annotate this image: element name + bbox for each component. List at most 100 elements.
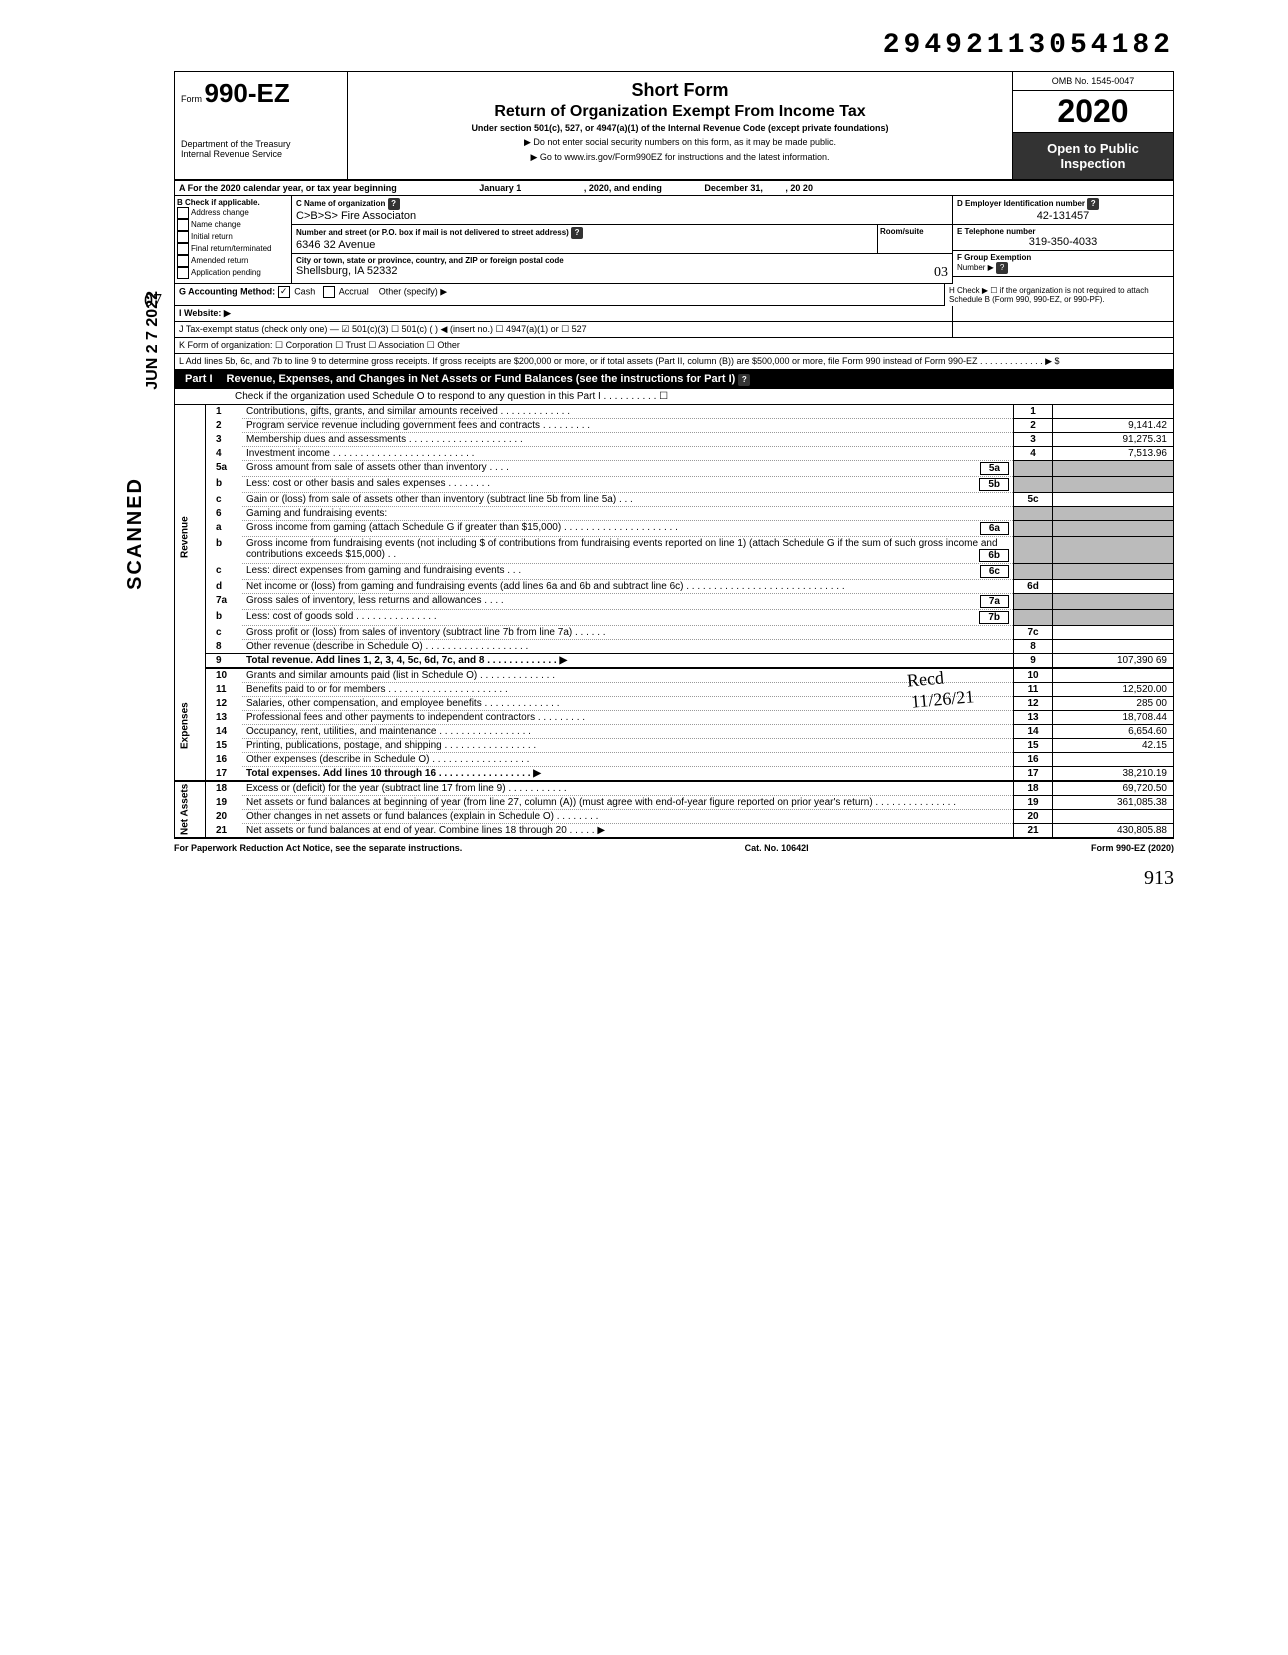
table-row: 9Total revenue. Add lines 1, 2, 3, 4, 5c… bbox=[175, 654, 1174, 669]
line-a-begin[interactable]: January 1 bbox=[479, 183, 521, 193]
line-j-row: J Tax-exempt status (check only one) — ☑… bbox=[174, 322, 1174, 338]
help-icon[interactable]: ? bbox=[738, 374, 750, 386]
line-h[interactable]: H Check ▶ ☐ if the organization is not r… bbox=[944, 284, 1173, 306]
line-k-row: K Form of organization: ☐ Corporation ☐ … bbox=[174, 338, 1174, 354]
cash-checkbox[interactable]: ✓ bbox=[278, 286, 290, 298]
line-desc: Other changes in net assets or fund bala… bbox=[242, 810, 1014, 824]
b-final[interactable]: Final return/terminated bbox=[177, 243, 289, 255]
line-num: 15 bbox=[206, 739, 243, 753]
line-j[interactable]: J Tax-exempt status (check only one) — ☑… bbox=[175, 322, 952, 337]
line-num: 12 bbox=[206, 697, 243, 711]
b-pending[interactable]: Application pending bbox=[177, 267, 289, 279]
line-value[interactable]: 9,141.42 bbox=[1053, 419, 1174, 433]
box-num: 19 bbox=[1014, 796, 1053, 810]
line-desc: Benefits paid to or for members . . . . … bbox=[242, 683, 1014, 697]
table-row: cGain or (loss) from sale of assets othe… bbox=[175, 493, 1174, 507]
line-value[interactable]: 6,654.60 bbox=[1053, 725, 1174, 739]
b-addr-change[interactable]: Address change bbox=[177, 207, 289, 219]
line-value[interactable] bbox=[1053, 580, 1174, 594]
table-row: 16Other expenses (describe in Schedule O… bbox=[175, 753, 1174, 767]
line-desc: Contributions, gifts, grants, and simila… bbox=[242, 405, 1014, 419]
table-row: 14Occupancy, rent, utilities, and mainte… bbox=[175, 725, 1174, 739]
org-city[interactable]: Shellsburg, IA 52332 bbox=[296, 265, 398, 281]
line-a-end[interactable]: December 31, bbox=[704, 183, 763, 193]
line-num: 18 bbox=[206, 781, 243, 796]
b-amended[interactable]: Amended return bbox=[177, 255, 289, 267]
line-value[interactable]: 69,720.50 bbox=[1053, 781, 1174, 796]
line-desc: Grants and similar amounts paid (list in… bbox=[242, 669, 1014, 683]
line-value[interactable]: 285 00 bbox=[1053, 697, 1174, 711]
dept-line-1: Department of the Treasury bbox=[181, 139, 341, 149]
line-value[interactable]: 42.15 bbox=[1053, 739, 1174, 753]
line-a-year[interactable]: , 20 20 bbox=[785, 183, 813, 193]
box-num: 17 bbox=[1014, 767, 1053, 782]
line-k[interactable]: K Form of organization: ☐ Corporation ☐ … bbox=[175, 338, 1173, 353]
box-shaded bbox=[1014, 537, 1053, 564]
table-row: aGross income from gaming (attach Schedu… bbox=[175, 521, 1174, 537]
line-num: 2 bbox=[206, 419, 243, 433]
line-value[interactable]: 430,805.88 bbox=[1053, 824, 1174, 839]
line-num: 14 bbox=[206, 725, 243, 739]
line-num: 6 bbox=[206, 507, 243, 521]
room-suite[interactable]: Room/suite bbox=[877, 225, 952, 253]
box-num: 9 bbox=[1014, 654, 1053, 669]
line-value[interactable] bbox=[1053, 669, 1174, 683]
section-def: D Employer Identification number ? 42-13… bbox=[953, 196, 1173, 284]
main-title: Return of Organization Exempt From Incom… bbox=[354, 103, 1006, 121]
org-name[interactable]: C>B>S> Fire Associaton bbox=[296, 210, 948, 222]
val-shaded bbox=[1053, 477, 1174, 493]
help-icon[interactable]: ? bbox=[571, 227, 583, 239]
box-num: 1 bbox=[1014, 405, 1053, 419]
accrual-checkbox[interactable] bbox=[323, 286, 335, 298]
help-icon[interactable]: ? bbox=[996, 262, 1008, 274]
b-initial[interactable]: Initial return bbox=[177, 231, 289, 243]
table-row: 21Net assets or fund balances at end of … bbox=[175, 824, 1174, 839]
line-value[interactable]: 91,275.31 bbox=[1053, 433, 1174, 447]
line-a-prefix: A For the 2020 calendar year, or tax yea… bbox=[179, 183, 397, 193]
line-value[interactable] bbox=[1053, 753, 1174, 767]
line-desc: Less: cost of goods sold . . . . . . . .… bbox=[242, 610, 1014, 626]
line-value[interactable] bbox=[1053, 626, 1174, 640]
help-icon[interactable]: ? bbox=[388, 198, 400, 210]
revenue-side-label: Revenue bbox=[175, 405, 206, 669]
inner-box: 5a bbox=[980, 462, 1009, 475]
document-number: 29492113054182 bbox=[174, 30, 1174, 61]
box-shaded bbox=[1014, 594, 1053, 610]
part1-check[interactable]: Check if the organization used Schedule … bbox=[175, 389, 1173, 404]
line-value[interactable]: 7,513.96 bbox=[1053, 447, 1174, 461]
line-desc: Gross income from fundraising events (no… bbox=[242, 537, 1014, 564]
inner-box: 6a bbox=[980, 522, 1009, 535]
inner-box: 5b bbox=[979, 478, 1009, 491]
line-value[interactable] bbox=[1053, 640, 1174, 654]
line-value[interactable] bbox=[1053, 405, 1174, 419]
org-address[interactable]: 6346 32 Avenue bbox=[296, 239, 873, 251]
val-shaded bbox=[1053, 461, 1174, 477]
line-value[interactable]: 38,210.19 bbox=[1053, 767, 1174, 782]
box-num: 8 bbox=[1014, 640, 1053, 654]
telephone[interactable]: 319-350-4033 bbox=[957, 236, 1169, 248]
line-value[interactable]: 12,520.00 bbox=[1053, 683, 1174, 697]
ein[interactable]: 42-131457 bbox=[957, 210, 1169, 222]
line-value[interactable] bbox=[1053, 493, 1174, 507]
help-icon[interactable]: ? bbox=[1087, 198, 1099, 210]
line-desc: Occupancy, rent, utilities, and maintena… bbox=[242, 725, 1014, 739]
b-name-change[interactable]: Name change bbox=[177, 219, 289, 231]
box-num: 13 bbox=[1014, 711, 1053, 725]
line-i[interactable]: I Website: ▶ bbox=[179, 308, 231, 318]
line-desc: Investment income . . . . . . . . . . . … bbox=[242, 447, 1014, 461]
table-row: Revenue 1Contributions, gifts, grants, a… bbox=[175, 405, 1174, 419]
box-shaded bbox=[1014, 521, 1053, 537]
line-desc: Gross amount from sale of assets other t… bbox=[242, 461, 1014, 477]
table-row: 2Program service revenue including gover… bbox=[175, 419, 1174, 433]
bcdef-block: B Check if applicable. Address change Na… bbox=[174, 196, 1174, 284]
table-row: Net Assets 18Excess or (deficit) for the… bbox=[175, 781, 1174, 796]
line-value[interactable]: 361,085.38 bbox=[1053, 796, 1174, 810]
val-shaded bbox=[1053, 610, 1174, 626]
box-num: 16 bbox=[1014, 753, 1053, 767]
line-num: 11 bbox=[206, 683, 243, 697]
line-value[interactable]: 107,390 69 bbox=[1053, 654, 1174, 669]
accrual-label: Accrual bbox=[339, 286, 369, 296]
line-desc: Other expenses (describe in Schedule O) … bbox=[242, 753, 1014, 767]
line-value[interactable] bbox=[1053, 810, 1174, 824]
line-value[interactable]: 18,708.44 bbox=[1053, 711, 1174, 725]
